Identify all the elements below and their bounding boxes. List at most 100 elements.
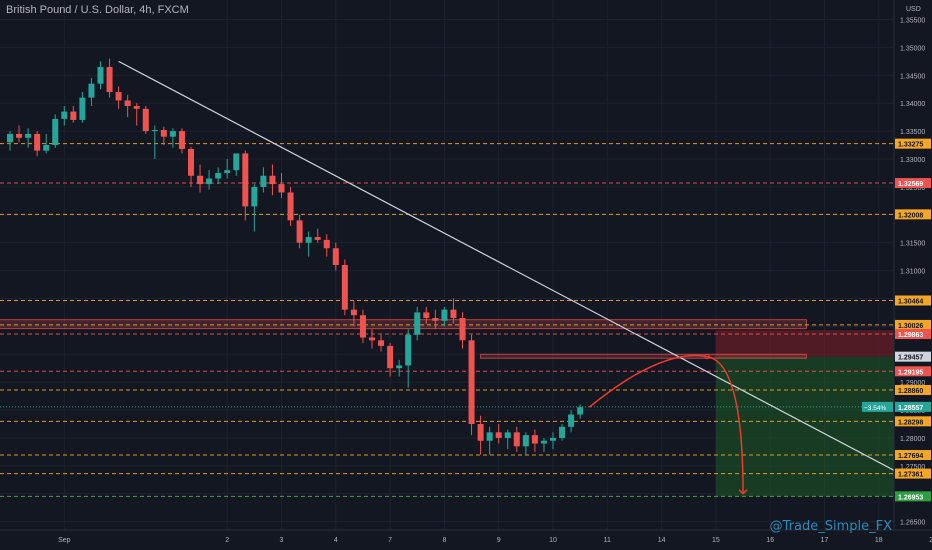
candle-body [305, 237, 312, 243]
candle-body [251, 186, 258, 207]
candles [7, 58, 584, 455]
entry-price-tag-bg [895, 351, 931, 362]
candle-body [97, 66, 104, 84]
candle-body [242, 153, 249, 207]
change-badge: −3.54% [864, 405, 886, 412]
price-level-tag: 1.27694 [898, 453, 923, 460]
candle-body [25, 133, 32, 138]
y-tick-label: 1.32500 [900, 185, 925, 192]
y-tick-label: 1.35000 [900, 45, 925, 52]
price-level-tag: 1.32008 [898, 212, 923, 219]
x-tick-label: 15 [712, 537, 720, 544]
candle-body [61, 111, 68, 119]
candle-body [224, 170, 231, 173]
y-tick-label: 1.33000 [900, 157, 925, 164]
x-tick-label: 4 [334, 537, 338, 544]
currency-label: USD [906, 6, 921, 13]
y-tick-label: 1.31500 [900, 241, 925, 248]
x-tick-label: 11 [604, 537, 611, 544]
x-tick-label: Sep [58, 537, 71, 544]
candle-body [459, 318, 466, 341]
price-level-tag: 1.30026 [898, 323, 923, 330]
candle-body [513, 432, 520, 447]
candle-body [369, 337, 375, 341]
candle-body [115, 92, 122, 101]
price-level-tag-bg [895, 366, 931, 377]
x-tick-label: 16 [766, 537, 774, 544]
price-level-tag: 1.32569 [898, 181, 923, 188]
candle-body [151, 129, 158, 132]
y-tick-label: 1.27500 [900, 464, 925, 471]
candle-body [396, 365, 403, 369]
x-tick-label: 17 [821, 537, 829, 544]
price-level-tag-bg [895, 295, 931, 306]
x-tick-label: 3 [280, 537, 284, 544]
y-tick-label: 1.35500 [900, 18, 925, 25]
candle-body [405, 334, 412, 366]
candle-body [106, 66, 113, 93]
entry-point-marker [704, 353, 710, 360]
x-axis-labels: 31Sep2347891011141516171821 [58, 537, 932, 544]
x-tick-label: 7 [388, 537, 392, 544]
candle-body [468, 340, 475, 424]
price-level-tag: 1.29195 [898, 369, 923, 376]
y-tick-label: 1.26500 [900, 520, 925, 527]
price-level-tag: 1.27361 [898, 472, 923, 479]
candle-body [486, 432, 493, 441]
candle-body [477, 424, 484, 441]
candle-body [79, 97, 86, 120]
candle-body [215, 172, 222, 179]
x-tick-label: 8 [442, 537, 446, 544]
forecast-path-down [706, 355, 744, 494]
candle-body [133, 106, 140, 109]
candle-body [577, 407, 584, 415]
price-level-tag: 1.29863 [898, 332, 923, 339]
candle-body [450, 309, 457, 318]
x-tick-label: 2 [225, 537, 229, 544]
price-level-tag-bg [895, 178, 931, 189]
candle-body [88, 83, 95, 98]
candle-body [178, 131, 185, 149]
x-tick-label: 21 [929, 537, 932, 544]
candle-body [323, 239, 330, 249]
price-tags: 1.33275 1.32569 1.32008 1.30464 1.30026 1.298… [895, 138, 931, 502]
price-level-tag-bg [895, 319, 931, 330]
forecast-path-up [588, 354, 707, 408]
candle-body [233, 153, 240, 171]
chart-title: British Pound / U.S. Dollar, 4h, FXCM [6, 4, 189, 16]
entry-price-tag: 1.29457 [898, 355, 923, 362]
price-level-tag-bg [895, 468, 931, 479]
candle-body [160, 129, 167, 137]
current-price-tag: 1.28557 [898, 405, 923, 412]
candle-body [188, 148, 194, 176]
candle-body [142, 108, 149, 132]
candle-body [52, 118, 59, 146]
resistance-zone [480, 353, 807, 359]
candle-body [169, 131, 176, 137]
price-level-tag: 1.33275 [898, 142, 923, 149]
y-tick-label: 1.33500 [900, 129, 925, 136]
price-level-tag-bg [895, 209, 931, 220]
forecast-arrow-icon [738, 489, 748, 495]
y-tick-label: 1.31000 [900, 269, 925, 276]
price-level-tag: 1.30464 [898, 298, 923, 305]
candle-body [550, 437, 556, 441]
candle-body [341, 265, 348, 310]
price-level-tag-bg [895, 491, 931, 502]
price-level-tag-bg [895, 329, 931, 340]
candle-body [568, 414, 575, 427]
watermark: @Trade_Simple_FX [769, 519, 892, 534]
candle-body [423, 312, 430, 318]
y-tick-label: 1.28000 [900, 436, 925, 443]
candle-body [206, 178, 213, 185]
price-level-tag-bg [895, 416, 931, 427]
trendline [118, 60, 932, 492]
price-level-tag: 1.28298 [898, 419, 923, 426]
candle-body [540, 440, 547, 444]
candle-body [414, 312, 421, 335]
candle-body [350, 309, 357, 316]
y-tick-label: 1.34000 [900, 101, 925, 108]
candle-body [559, 426, 566, 438]
